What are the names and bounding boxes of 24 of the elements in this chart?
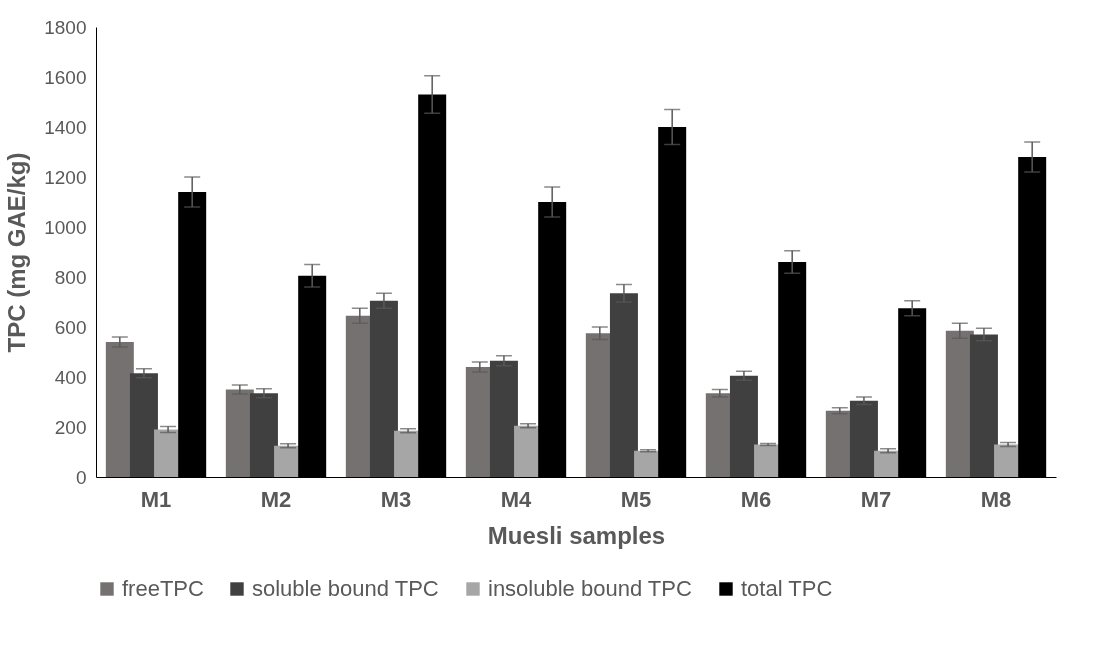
y-axis-title: TPC (mg GAE/kg) xyxy=(3,152,31,353)
x-tick-label: M7 xyxy=(860,486,892,512)
x-tick-label: M2 xyxy=(260,486,292,512)
y-tick-label: 600 xyxy=(54,316,87,338)
x-tick-label: M8 xyxy=(980,486,1012,512)
legend-label: insoluble bound TPC xyxy=(488,576,692,601)
x-tick-label: M4 xyxy=(500,486,533,512)
y-tick-label: 200 xyxy=(54,416,87,438)
x-tick-label: M1 xyxy=(140,486,172,512)
y-tick-label: 400 xyxy=(54,366,87,388)
y-tick-label: 1800 xyxy=(44,16,87,38)
x-tick-label: M6 xyxy=(740,486,772,512)
y-tick-label: 1400 xyxy=(44,116,87,138)
y-tick-label: 1600 xyxy=(44,66,87,88)
y-tick-label: 1200 xyxy=(44,166,87,188)
x-tick-label: M3 xyxy=(380,486,412,512)
x-axis-title: Muesli samples xyxy=(487,521,666,549)
y-tick-label: 0 xyxy=(75,466,87,488)
x-tick-label: M5 xyxy=(620,486,652,512)
legend-label: total TPC xyxy=(741,576,833,601)
y-tick-label: 800 xyxy=(54,266,87,288)
legend-label: soluble bound TPC xyxy=(252,576,439,601)
y-tick-label: 1000 xyxy=(44,216,87,238)
legend-label: freeTPC xyxy=(122,576,205,601)
